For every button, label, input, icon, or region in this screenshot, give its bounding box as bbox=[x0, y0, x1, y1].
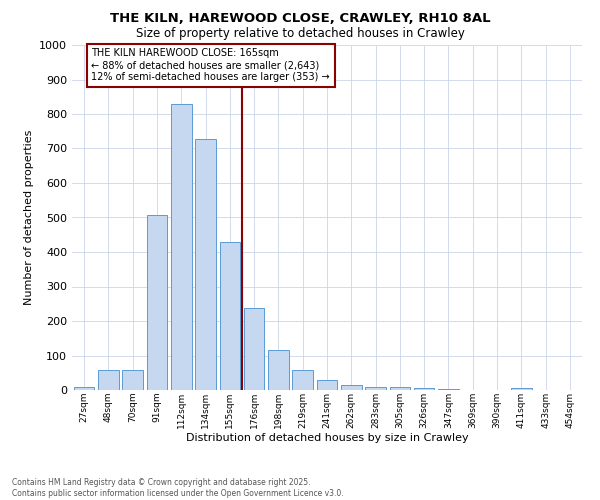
Bar bbox=[317, 380, 337, 390]
Bar bbox=[74, 386, 94, 390]
Y-axis label: Number of detached properties: Number of detached properties bbox=[23, 130, 34, 305]
Text: THE KILN HAREWOOD CLOSE: 165sqm
← 88% of detached houses are smaller (2,643)
12%: THE KILN HAREWOOD CLOSE: 165sqm ← 88% of… bbox=[91, 48, 330, 82]
Bar bbox=[146, 214, 167, 390]
Bar bbox=[292, 370, 313, 390]
Bar bbox=[438, 389, 459, 390]
Text: Contains HM Land Registry data © Crown copyright and database right 2025.
Contai: Contains HM Land Registry data © Crown c… bbox=[12, 478, 344, 498]
Bar bbox=[414, 388, 434, 390]
Text: Size of property relative to detached houses in Crawley: Size of property relative to detached ho… bbox=[136, 28, 464, 40]
Bar bbox=[365, 386, 386, 390]
Bar bbox=[98, 370, 119, 390]
Bar bbox=[511, 388, 532, 390]
Text: THE KILN, HAREWOOD CLOSE, CRAWLEY, RH10 8AL: THE KILN, HAREWOOD CLOSE, CRAWLEY, RH10 … bbox=[110, 12, 490, 26]
Bar bbox=[122, 370, 143, 390]
Bar bbox=[244, 308, 265, 390]
Bar bbox=[389, 386, 410, 390]
Bar bbox=[268, 350, 289, 390]
Bar bbox=[171, 104, 191, 390]
Bar bbox=[341, 385, 362, 390]
X-axis label: Distribution of detached houses by size in Crawley: Distribution of detached houses by size … bbox=[185, 434, 469, 444]
Bar bbox=[220, 242, 240, 390]
Bar bbox=[195, 139, 216, 390]
